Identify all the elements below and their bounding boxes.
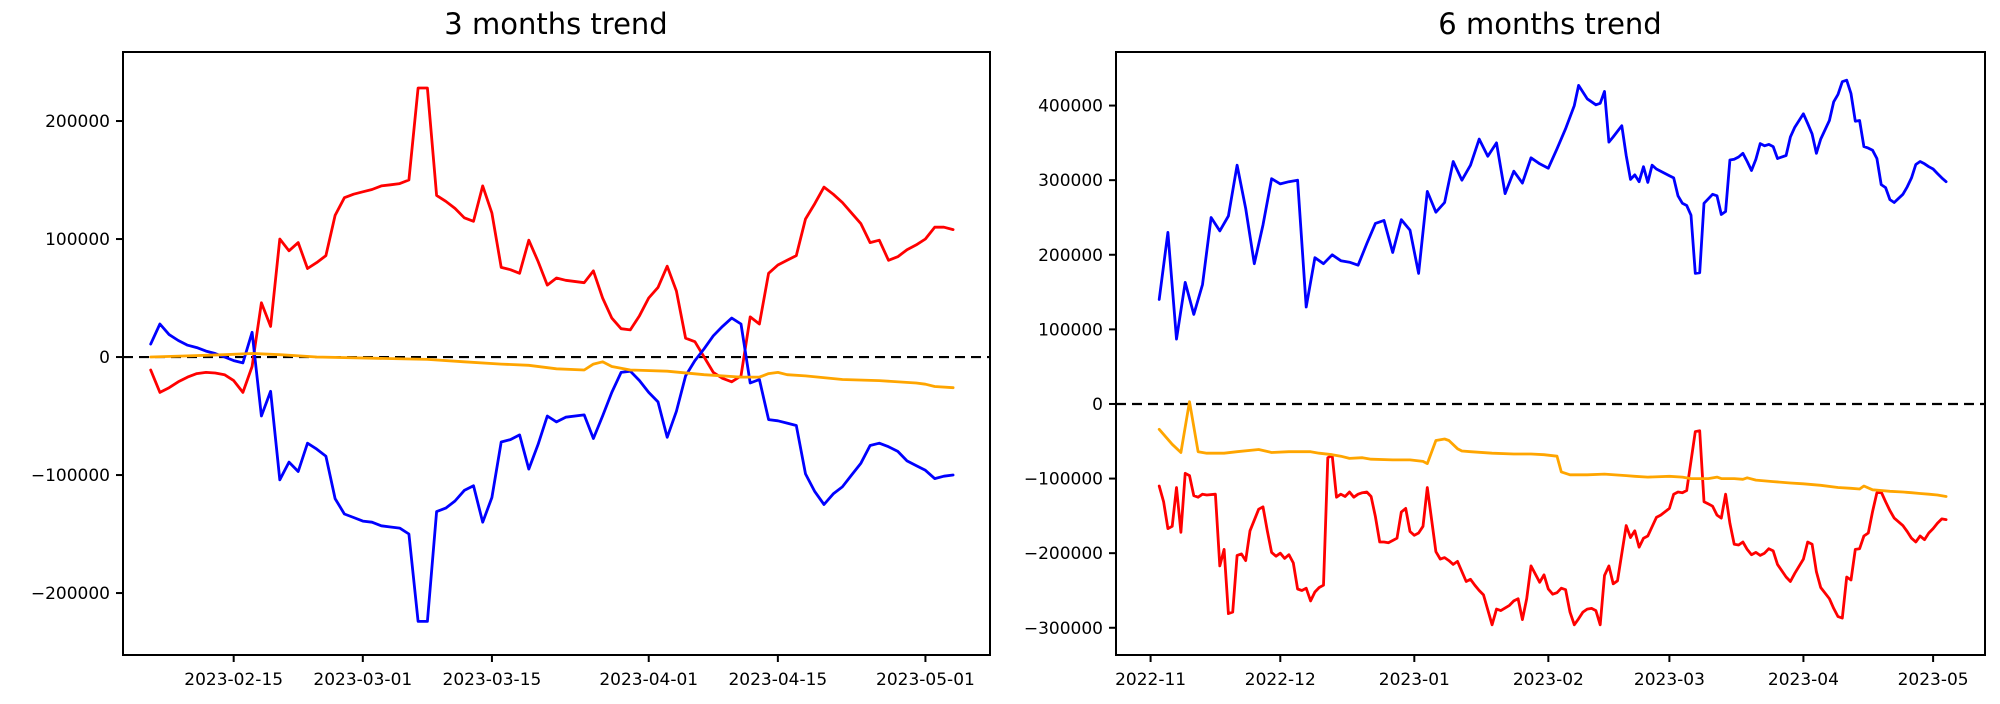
y-tick-label: −100000 [31, 466, 110, 486]
blue-series-line [149, 316, 955, 623]
y-tick-label: 100000 [45, 230, 110, 250]
six-months-trend-chart: 6 months trend −300000 −200000 −100000 0 100… [1024, 7, 1986, 690]
x-tick-label: 2023-04 [1768, 670, 1839, 690]
x-tick-label: 2023-04-15 [728, 670, 827, 690]
y-tick-label: −300000 [1024, 619, 1103, 639]
x-tick-label: 2022-12 [1245, 670, 1316, 690]
x-tick-label: 2022-11 [1115, 670, 1186, 690]
x-tick-label: 2023-02 [1513, 670, 1584, 690]
blue-series-line [1157, 78, 1948, 341]
chart-title-right: 6 months trend [1438, 7, 1661, 41]
x-tick-label: 2023-02-15 [184, 670, 283, 690]
orange-series-line [1157, 400, 1948, 498]
x-tick-label: 2023-05-01 [876, 670, 975, 690]
x-tick-label: 2023-05 [1898, 670, 1969, 690]
y-tick-label: 200000 [1038, 246, 1103, 266]
three-months-trend-chart: 3 months trend −200000 −100000 0 100000 2000… [31, 7, 991, 690]
plot-border [122, 51, 991, 656]
y-tick-label: −200000 [31, 584, 110, 604]
x-tick-label: 2023-03 [1634, 670, 1705, 690]
y-tick-label: 200000 [45, 112, 110, 132]
x-tick-label: 2023-04-01 [599, 670, 698, 690]
y-tick-label: 0 [99, 348, 110, 368]
y-tick-label: −200000 [1024, 544, 1103, 564]
chart-title-left: 3 months trend [444, 7, 667, 41]
y-tick-label: −100000 [1024, 470, 1103, 490]
y-tick-label: 400000 [1038, 97, 1103, 117]
orange-series-line [149, 352, 955, 390]
red-series-line [149, 86, 955, 394]
red-series-line [1157, 429, 1948, 627]
y-tick-label: 0 [1092, 395, 1103, 415]
x-tick-label: 2023-03-15 [443, 670, 542, 690]
plot-border [1115, 51, 1986, 656]
y-tick-label: 100000 [1038, 320, 1103, 340]
x-tick-label: 2023-03-01 [313, 670, 412, 690]
y-tick-label: 300000 [1038, 171, 1103, 191]
x-tick-label: 2023-01 [1379, 670, 1450, 690]
